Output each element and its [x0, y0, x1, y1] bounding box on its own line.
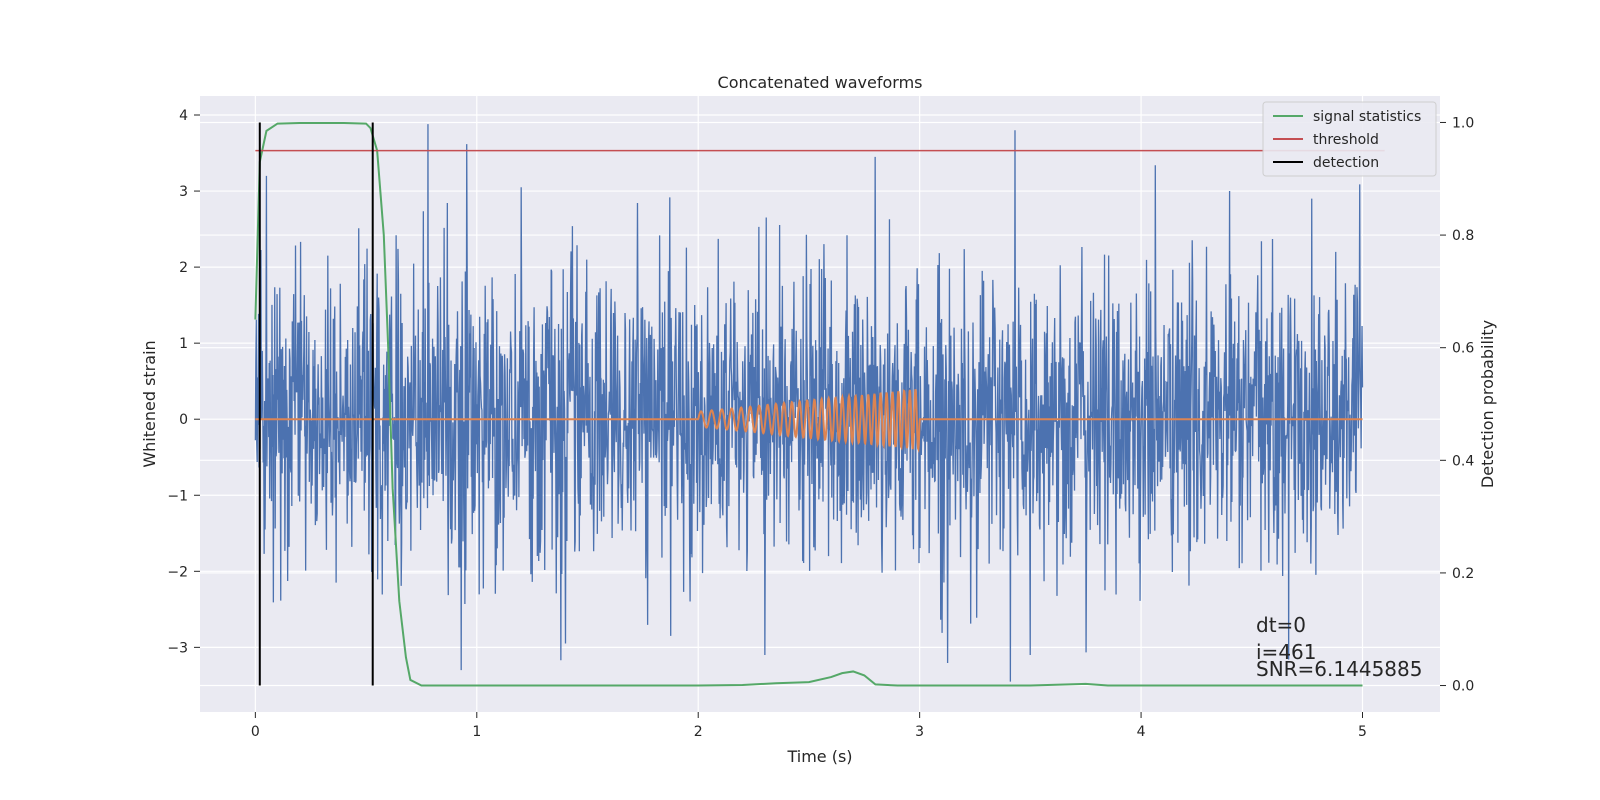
x-tick-label: 0: [251, 724, 260, 740]
y-tick-label-left: −3: [167, 640, 188, 656]
y-tick-label-right: 0.6: [1452, 341, 1474, 357]
signal-statistics-line: [254, 122, 1363, 687]
ticks: 0 1 2 3 4 5 −3 −2 −1 0 1 2 3 4 0.0 0.2 0.4 0.6 0.8 1.0: [167, 108, 1474, 740]
y-tick-label-left: 3: [179, 184, 188, 200]
y-tick-label-right: 0.0: [1452, 679, 1474, 695]
y-tick-label-right: 0.4: [1452, 453, 1474, 469]
y-tick-label-left: −1: [167, 488, 188, 504]
injection-line: [255, 389, 1363, 454]
y-tick-label-left: 4: [179, 108, 188, 124]
x-tick-label: 1: [472, 724, 481, 740]
x-tick-label: 5: [1358, 724, 1367, 740]
legend: signal statistics threshold detection: [1262, 101, 1437, 177]
legend-box: [1262, 101, 1437, 177]
annotation-index: i=461: [1256, 640, 1317, 664]
y-tick-label-right: 0.8: [1452, 228, 1474, 244]
y-tick-label-left: −2: [167, 564, 188, 580]
y-axis-label-right: Detection probability: [1478, 320, 1497, 488]
x-axis-label: Time (s): [786, 747, 852, 766]
y-tick-label-right: 1.0: [1452, 115, 1474, 131]
y-axis-label-left: Whitened strain: [140, 340, 159, 467]
legend-label-threshold: threshold: [1313, 132, 1379, 148]
annotation-block: dt=0 i=461 SNR=6.1445885: [1256, 613, 1422, 681]
y-tick-label-left: 0: [179, 412, 188, 428]
y-tick-label-right: 0.2: [1452, 566, 1474, 582]
annotation-dt: dt=0: [1256, 613, 1306, 637]
legend-label-signal-statistics: signal statistics: [1313, 109, 1421, 125]
annotation-snr: SNR=6.1445885: [1256, 657, 1422, 681]
y-tick-label-left: 1: [179, 336, 188, 352]
x-tick-label: 2: [694, 724, 703, 740]
legend-label-detection: detection: [1313, 155, 1379, 171]
injection-series: [255, 389, 1363, 454]
right-axis-series: [254, 122, 1385, 687]
x-tick-label: 4: [1137, 724, 1146, 740]
chart-title: Concatenated waveforms: [718, 73, 923, 92]
x-tick-label: 3: [915, 724, 924, 740]
y-tick-label-left: 2: [179, 260, 188, 276]
